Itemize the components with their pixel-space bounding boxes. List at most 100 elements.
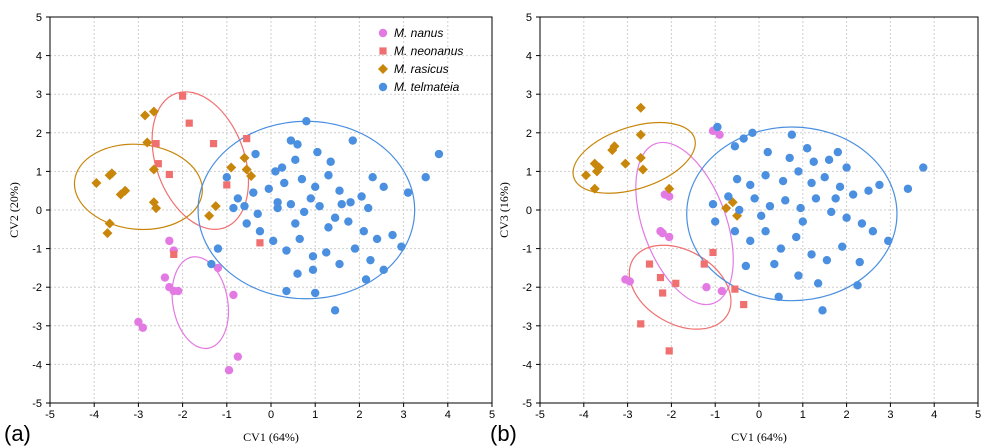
x-tick-label: -5	[535, 409, 545, 421]
m-telmateia-point	[741, 261, 751, 271]
m-telmateia-point	[748, 128, 757, 137]
m-telmateia-point	[357, 192, 366, 201]
m-nanus-point	[229, 290, 238, 300]
legend-item-m-telmateia: M. telmateia	[378, 80, 460, 94]
m-nanus-point	[138, 323, 148, 332]
m-rasicus-point	[142, 137, 153, 148]
y-tick-label: -2	[522, 282, 532, 294]
m-neonanus-point	[243, 134, 251, 143]
m-rasicus-point	[102, 228, 113, 239]
m-telmateia-point	[251, 149, 260, 159]
m-telmateia-point	[713, 122, 722, 132]
m-telmateia-point	[291, 155, 300, 165]
m-telmateia-point	[730, 227, 740, 236]
m-telmateia-point	[326, 157, 335, 166]
m-telmateia-point	[253, 209, 262, 219]
m-telmateia-point	[822, 255, 832, 265]
m-telmateia-point	[421, 172, 430, 182]
m-rasicus-point	[591, 166, 602, 177]
m-telmateia-point	[277, 163, 287, 172]
m-telmateia-point	[746, 180, 755, 190]
grid	[50, 17, 492, 403]
m-telmateia-point	[838, 242, 847, 251]
m-rasicus-point	[106, 168, 117, 179]
m-telmateia-point	[809, 157, 818, 166]
x-tick-label: 4	[931, 409, 937, 421]
m-telmateia-point	[842, 213, 851, 222]
x-tick-label: -3	[623, 409, 633, 421]
m-telmateia-point	[813, 279, 823, 288]
m-telmateia-point	[794, 167, 803, 176]
x-tick-label: 0	[268, 409, 274, 421]
y-tick-label: -3	[32, 321, 42, 333]
m-neonanus-point	[179, 92, 187, 100]
m-nanus-point	[213, 263, 223, 273]
m-telmateia-point	[286, 200, 296, 209]
m-rasicus-ellipse	[73, 143, 203, 231]
panel-a: -5 -4 -3 -2 -1 0 1 2 3 4 5 -5 -4 -3 -2 -1 0 1 2 3 4 5 CV1 (64…	[4, 12, 495, 446]
plot-frame	[49, 16, 493, 404]
m-telmateia-point	[291, 219, 300, 228]
m-telmateia-point	[273, 203, 282, 213]
m-rasicus-point	[115, 189, 126, 200]
legend-marker	[379, 47, 387, 55]
m-telmateia-point	[282, 286, 291, 296]
m-neonanus-point	[256, 239, 264, 247]
m-telmateia-point	[811, 194, 821, 203]
m-rasicus-point	[210, 201, 221, 212]
y-tick-label: -4	[32, 359, 42, 371]
m-rasicus-point	[635, 152, 646, 163]
m-telmateia-point	[306, 194, 315, 203]
m-telmateia-point	[359, 227, 369, 236]
m-neonanus-point	[209, 140, 218, 148]
m-rasicus-point	[140, 110, 151, 121]
m-telmateia-point	[368, 172, 377, 182]
m-telmateia-point	[242, 219, 251, 228]
m-rasicus-point	[580, 170, 591, 181]
m-neonanus-point	[170, 250, 178, 258]
m-telmateia-point	[222, 172, 231, 182]
legend-item-m-rasicus: M. rasicus	[378, 62, 449, 76]
m-nanus-point	[165, 236, 174, 246]
m-telmateia-point	[348, 136, 357, 145]
m-telmateia-point	[750, 194, 759, 203]
m-neonanus-point	[709, 248, 717, 257]
m-telmateia-point	[364, 203, 373, 213]
y-tick-label: 3	[526, 89, 532, 101]
m-telmateia-point	[403, 188, 413, 197]
m-rasicus-point	[620, 158, 631, 169]
m-neonanus-ellipse	[151, 91, 250, 230]
m-telmateia-point	[324, 171, 333, 180]
legend-label: M. neonanus	[394, 44, 463, 58]
y-tick-label: 5	[36, 12, 42, 24]
y-tick-label: -2	[32, 282, 42, 294]
m-telmateia-point	[335, 186, 344, 195]
m-telmateia-point	[855, 257, 864, 267]
x-axis-label: CV1 (64%)	[243, 430, 299, 444]
y-tick-label: -5	[522, 398, 532, 410]
m-telmateia-point	[297, 174, 307, 184]
x-tick-label: 3	[401, 409, 407, 421]
m-telmateia-point	[379, 265, 388, 275]
x-tick-label: -5	[45, 409, 55, 421]
m-rasicus-point	[246, 171, 257, 182]
m-nanus-point	[715, 130, 724, 139]
m-neonanus-point	[700, 260, 708, 268]
m-telmateia-point	[311, 288, 320, 298]
m-telmateia-point	[798, 217, 807, 226]
m-telmateia-point	[824, 155, 834, 165]
m-rasicus-point	[204, 210, 215, 221]
m-rasicus-point	[241, 164, 252, 175]
m-telmateia-point	[299, 207, 309, 217]
m-nanus-point	[658, 228, 667, 238]
legend-label: M. rasicus	[394, 62, 449, 76]
m-neonanus-point	[152, 140, 160, 148]
m-telmateia-point	[366, 255, 375, 265]
m-neonanus-point	[672, 279, 680, 287]
m-telmateia-point	[724, 192, 733, 201]
m-telmateia-point	[857, 219, 867, 228]
legend-marker	[378, 64, 388, 74]
y-tick-label: -4	[522, 359, 532, 371]
x-tick-label: 2	[356, 409, 362, 421]
